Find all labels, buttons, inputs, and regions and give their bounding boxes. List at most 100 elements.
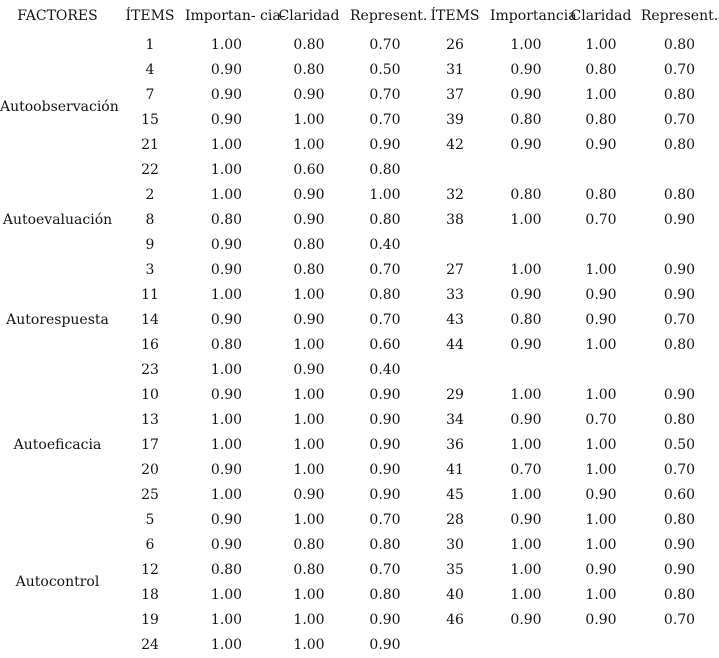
header-representativeness-right: Represent. xyxy=(640,8,719,24)
representativeness-value-left: 0.40 xyxy=(369,361,401,378)
representativeness-value-right: 0.70 xyxy=(663,111,696,128)
item-number-right xyxy=(420,357,490,382)
representativeness-value-right: 0.80 xyxy=(663,511,696,528)
item-number-right xyxy=(420,632,490,657)
item-number-left: 7 xyxy=(145,86,155,103)
header-clarity-left: Claridad xyxy=(278,8,340,24)
clarity-value-right: 0.80 xyxy=(585,111,617,128)
item-number-right: 39 xyxy=(446,111,464,128)
importance-value-left: 1.00 xyxy=(210,411,243,428)
importance-value-left: 0.90 xyxy=(210,61,243,78)
factor-label: Autoeficacia xyxy=(13,436,102,453)
representativeness-value-right xyxy=(640,357,719,382)
importance-value-left: 0.90 xyxy=(210,261,243,278)
clarity-value-left: 0.80 xyxy=(293,61,325,78)
table-row: 8 0.80 0.90 0.80 38 1.00 0.70 0.90 xyxy=(0,207,719,232)
item-number-left: 4 xyxy=(145,61,155,78)
clarity-value-right: 1.00 xyxy=(585,586,617,603)
representativeness-value-right: 0.90 xyxy=(663,261,696,278)
importance-value-left: 0.90 xyxy=(210,386,243,403)
factor-label: Autoobservación xyxy=(0,99,119,115)
importance-value-right xyxy=(490,357,562,382)
table-header: FACTORES ÍTEMS Importan- cia- Claridad R… xyxy=(0,0,719,32)
clarity-value-left: 1.00 xyxy=(293,436,325,453)
clarity-value-right: 0.70 xyxy=(585,411,617,428)
table-row: 4 0.90 0.80 0.50 31 0.90 0.80 0.70 xyxy=(0,57,719,82)
table-row: 6 0.90 0.80 0.80 30 1.00 1.00 0.90 xyxy=(0,532,719,557)
item-number-right: 31 xyxy=(446,61,464,78)
item-number-left: 23 xyxy=(141,361,159,378)
importance-value-right: 1.00 xyxy=(510,386,542,403)
clarity-value-left: 0.80 xyxy=(293,36,325,53)
item-number-left: 2 xyxy=(145,186,155,203)
table-row: 19 1.00 1.00 0.90 46 0.90 0.90 0.70 xyxy=(0,607,719,632)
importance-value-left: 1.00 xyxy=(210,486,243,503)
table-row: 13 1.00 1.00 0.90 34 0.90 0.70 0.80 xyxy=(0,407,719,432)
importance-value-right: 0.90 xyxy=(510,136,542,153)
importance-value-left: 0.90 xyxy=(210,536,243,553)
clarity-value-right: 0.90 xyxy=(585,561,617,578)
clarity-value-right: 0.80 xyxy=(585,61,617,78)
importance-value-left: 1.00 xyxy=(210,636,243,653)
importance-value-right: 1.00 xyxy=(510,561,542,578)
table-row: 24 1.00 1.00 0.90 xyxy=(0,632,719,657)
clarity-value-right: 1.00 xyxy=(585,436,617,453)
clarity-value-right: 0.90 xyxy=(585,311,617,328)
clarity-value-left: 1.00 xyxy=(293,586,325,603)
representativeness-value-left: 0.90 xyxy=(369,411,401,428)
table-row: 20 0.90 1.00 0.90 41 0.70 1.00 0.70 xyxy=(0,457,719,482)
importance-value-right: 0.80 xyxy=(510,311,542,328)
clarity-value-left: 0.90 xyxy=(293,486,325,503)
importance-value-left: 1.00 xyxy=(210,186,243,203)
representativeness-value-right: 0.70 xyxy=(663,61,696,78)
table-row: 16 0.80 1.00 0.60 44 0.90 1.00 0.80 xyxy=(0,332,719,357)
representativeness-value-left: 0.50 xyxy=(369,61,401,78)
clarity-value-right: 1.00 xyxy=(585,86,617,103)
importance-value-right: 1.00 xyxy=(510,536,542,553)
item-number-left: 14 xyxy=(141,311,159,328)
item-number-right: 42 xyxy=(446,136,464,153)
importance-value-left: 1.00 xyxy=(210,286,243,303)
importance-value-right: 1.00 xyxy=(510,486,542,503)
representativeness-value-right xyxy=(640,232,719,257)
item-number-right xyxy=(420,232,490,257)
importance-value-left: 1.00 xyxy=(210,436,243,453)
item-number-right: 32 xyxy=(446,186,464,203)
clarity-value-left: 1.00 xyxy=(293,386,325,403)
item-number-left: 18 xyxy=(141,586,159,603)
importance-value-left: 0.90 xyxy=(210,236,243,253)
item-number-right: 28 xyxy=(446,511,464,528)
table-row: 9 0.90 0.80 0.40 xyxy=(0,232,719,257)
table-body: Autoobservación 1 1.00 0.80 0.70 26 1.00 1.00 0.… xyxy=(0,32,719,657)
table-row: 12 0.80 0.80 0.70 35 1.00 0.90 0.90 xyxy=(0,557,719,582)
importance-value-right: 1.00 xyxy=(510,436,542,453)
item-number-right: 26 xyxy=(446,36,464,53)
representativeness-value-right: 0.90 xyxy=(663,211,696,228)
importance-value-right: 0.90 xyxy=(510,336,542,353)
clarity-value-right: 1.00 xyxy=(585,461,617,478)
clarity-value-right: 0.90 xyxy=(585,286,617,303)
table-row: 7 0.90 0.90 0.70 37 0.90 1.00 0.80 xyxy=(0,82,719,107)
header-row: FACTORES ÍTEMS Importan- cia- Claridad R… xyxy=(0,0,719,32)
clarity-value-right xyxy=(562,632,640,657)
item-number-left: 3 xyxy=(145,261,155,278)
representativeness-value-left: 0.70 xyxy=(369,86,401,103)
importance-value-left: 0.90 xyxy=(210,511,243,528)
item-number-left: 6 xyxy=(145,536,155,553)
factor-label: Autorespuesta xyxy=(6,311,109,328)
factor-label: Autocontrol xyxy=(15,574,100,590)
clarity-value-left: 1.00 xyxy=(293,636,325,653)
table-row: Autorespuesta 3 0.90 0.80 0.70 27 1.00 1.00 0.90 xyxy=(0,257,719,328)
item-number-right: 37 xyxy=(446,86,464,103)
importance-value-left: 0.80 xyxy=(210,211,243,228)
importance-value-left: 0.80 xyxy=(210,336,243,353)
item-number-left: 15 xyxy=(141,111,159,128)
clarity-value-right: 1.00 xyxy=(585,511,617,528)
representativeness-value-right: 0.80 xyxy=(663,186,696,203)
clarity-value-right: 1.00 xyxy=(585,36,617,53)
item-number-left: 24 xyxy=(141,636,159,653)
representativeness-value-right: 0.80 xyxy=(663,411,696,428)
item-number-left: 13 xyxy=(141,411,159,428)
header-importance-left: Importan- cia- xyxy=(185,8,286,24)
importance-value-right xyxy=(490,632,562,657)
